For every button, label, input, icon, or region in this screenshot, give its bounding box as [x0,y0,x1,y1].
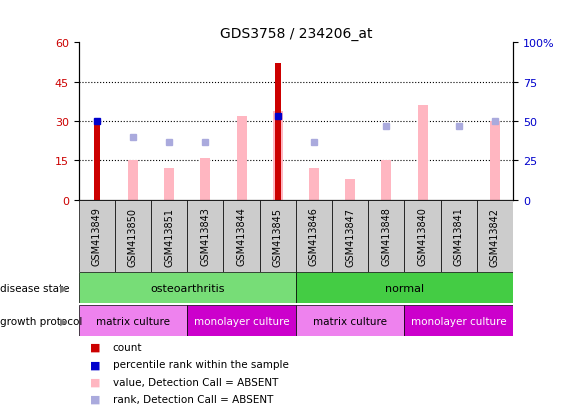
Text: GSM413844: GSM413844 [237,207,247,266]
Bar [368,200,405,273]
Text: GSM413849: GSM413849 [92,207,102,266]
Bar [237,116,247,200]
Bar [345,179,355,200]
Bar [332,200,368,273]
Bar [94,122,100,200]
Bar [79,200,115,273]
Text: ■: ■ [90,377,101,387]
Text: ▶: ▶ [61,316,68,326]
Text: matrix culture: matrix culture [313,316,387,326]
Text: osteoarthritis: osteoarthritis [150,283,224,293]
Bar [128,161,138,200]
Text: GSM413848: GSM413848 [381,207,391,266]
Bar [381,161,391,200]
Text: GSM413841: GSM413841 [454,207,463,266]
Bar [79,306,187,337]
Text: ■: ■ [90,342,101,352]
Text: GSM413845: GSM413845 [273,207,283,266]
Text: monolayer culture: monolayer culture [411,316,507,326]
Bar [187,306,296,337]
Text: monolayer culture: monolayer culture [194,316,289,326]
Bar [490,122,500,200]
Bar [151,200,187,273]
Bar [405,200,441,273]
Text: count: count [113,342,142,352]
Text: growth protocol: growth protocol [0,316,82,326]
Text: GSM413840: GSM413840 [417,207,427,266]
Text: ■: ■ [90,394,101,404]
Bar [275,64,281,200]
Text: matrix culture: matrix culture [96,316,170,326]
Bar [296,306,405,337]
Text: percentile rank within the sample: percentile rank within the sample [113,359,289,369]
Bar [223,200,259,273]
Bar [115,200,151,273]
Bar [273,112,283,200]
Text: normal: normal [385,283,424,293]
Text: ■: ■ [90,359,101,369]
Bar [79,273,296,304]
Text: disease state: disease state [0,283,69,293]
Bar [296,273,513,304]
Text: value, Detection Call = ABSENT: value, Detection Call = ABSENT [113,377,278,387]
Bar [405,306,513,337]
Bar [201,159,210,200]
Text: rank, Detection Call = ABSENT: rank, Detection Call = ABSENT [113,394,273,404]
Title: GDS3758 / 234206_at: GDS3758 / 234206_at [220,27,372,41]
Text: GSM413847: GSM413847 [345,207,355,266]
Text: GSM413846: GSM413846 [309,207,319,266]
Bar [296,200,332,273]
Text: GSM413851: GSM413851 [164,207,174,266]
Bar [187,200,223,273]
Text: GSM413850: GSM413850 [128,207,138,266]
Bar [309,169,319,200]
Text: ▶: ▶ [61,283,68,293]
Text: GSM413842: GSM413842 [490,207,500,266]
Bar [417,106,427,200]
Bar [477,200,513,273]
Bar [441,200,477,273]
Bar [259,200,296,273]
Text: GSM413843: GSM413843 [201,207,210,266]
Bar [164,169,174,200]
